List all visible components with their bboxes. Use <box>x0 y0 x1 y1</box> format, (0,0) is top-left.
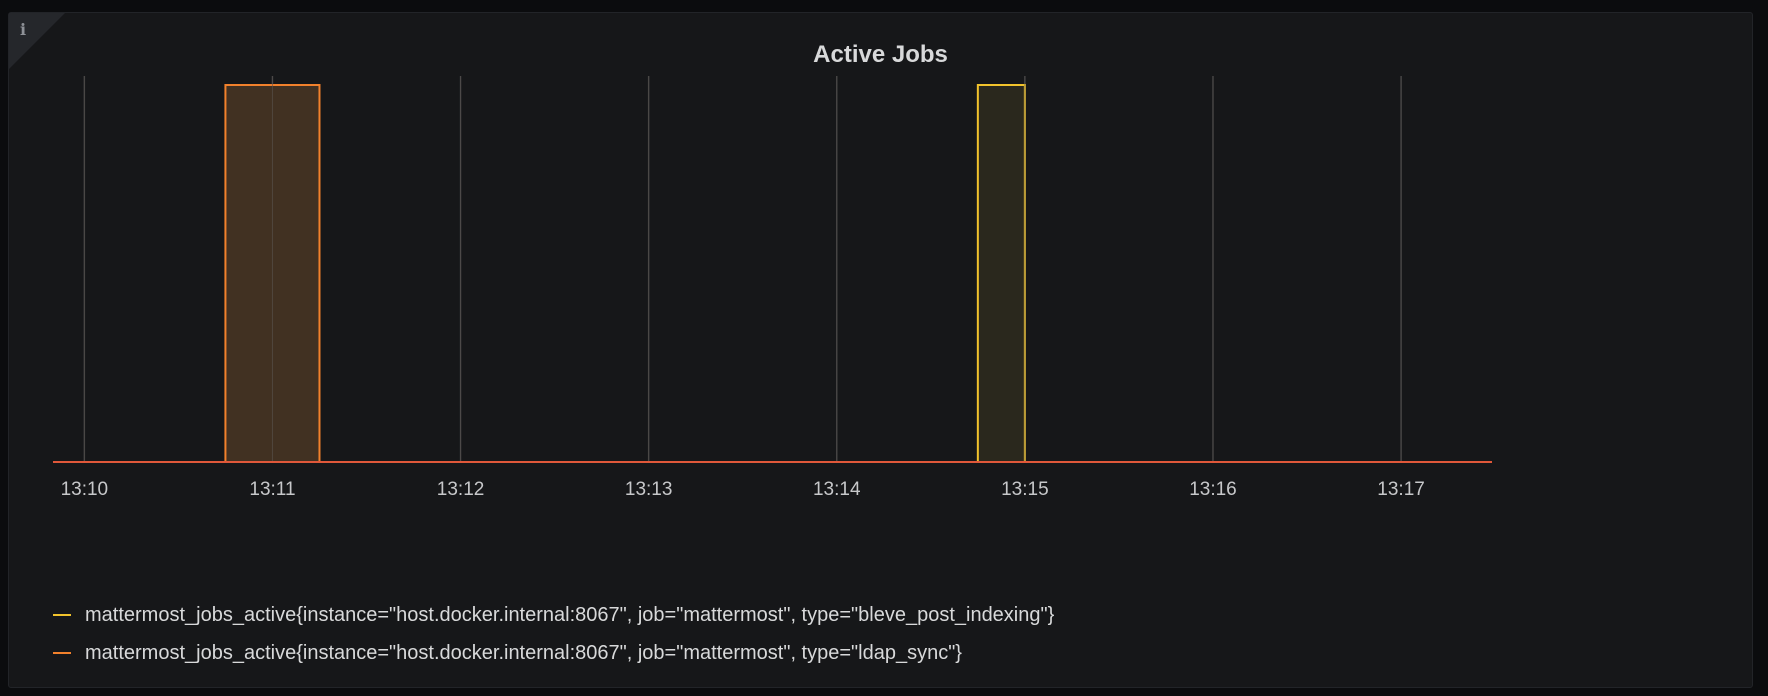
x-tick-label: 13:12 <box>437 479 485 500</box>
panel-title[interactable]: Active Jobs <box>813 41 948 68</box>
info-icon[interactable]: i <box>20 20 27 39</box>
x-tick-label: 13:10 <box>61 479 109 500</box>
x-tick-label: 13:14 <box>813 479 861 500</box>
legend-swatch <box>53 652 71 654</box>
chart: 13:10 13:11 13:12 13:13 13:14 13:15 13:16 13:17 <box>53 76 1492 500</box>
x-tick-label: 13:17 <box>1377 479 1425 500</box>
legend-label: mattermost_jobs_active{instance="host.do… <box>85 641 962 664</box>
legend: mattermost_jobs_active{instance="host.do… <box>53 596 1054 672</box>
x-tick-label: 13:13 <box>625 479 673 500</box>
legend-item[interactable]: mattermost_jobs_active{instance="host.do… <box>53 634 1054 672</box>
x-tick-label: 13:16 <box>1189 479 1237 500</box>
panel-info-corner[interactable] <box>9 13 65 69</box>
panel: i Active Jobs 13:10 13:11 13:12 13:13 13:14 1… <box>8 12 1753 688</box>
legend-item[interactable]: mattermost_jobs_active{instance="host.do… <box>53 596 1054 634</box>
x-tick-label: 13:15 <box>1001 479 1049 500</box>
legend-swatch <box>53 614 71 616</box>
series-area <box>53 85 1492 462</box>
legend-label: mattermost_jobs_active{instance="host.do… <box>85 603 1055 626</box>
x-tick-label: 13:11 <box>249 479 295 500</box>
